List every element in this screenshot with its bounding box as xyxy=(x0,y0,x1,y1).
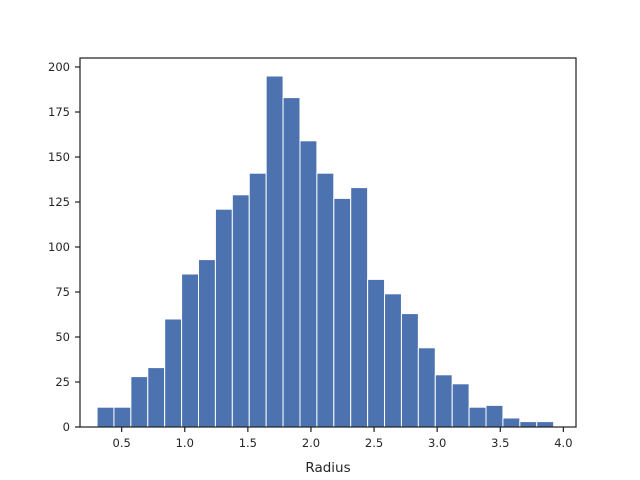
histogram-bar xyxy=(299,140,318,428)
histogram-bar xyxy=(417,347,436,428)
histogram-bar xyxy=(485,404,504,428)
histogram-bar xyxy=(367,278,386,428)
histogram-bar xyxy=(282,97,301,428)
x-axis-label: Radius xyxy=(305,460,350,476)
histogram-bar xyxy=(333,197,352,428)
histogram-bar xyxy=(214,208,233,428)
y-tick-label: 200 xyxy=(48,60,70,74)
histogram-bar xyxy=(96,406,115,428)
y-tick-label: 125 xyxy=(48,195,70,209)
x-tick-label: 1.5 xyxy=(239,436,257,450)
y-tick-label: 0 xyxy=(63,420,70,434)
histogram-bar xyxy=(536,421,555,428)
y-tick-label: 75 xyxy=(55,285,70,299)
histogram-bars xyxy=(96,75,555,428)
histogram-bar xyxy=(130,376,149,428)
x-tick-label: 2.5 xyxy=(365,436,383,450)
histogram-bar xyxy=(384,293,402,428)
histogram-bar xyxy=(198,259,216,428)
histogram-bar xyxy=(113,406,132,428)
histogram-bar xyxy=(350,187,369,428)
y-tick-label: 25 xyxy=(55,375,70,389)
y-axis-ticks: 0 25 50 75 100 125 150 175 200 xyxy=(48,60,80,434)
y-tick-label: 50 xyxy=(55,330,70,344)
histogram-bar xyxy=(400,313,419,428)
x-axis-ticks: 0.5 1.0 1.5 2.0 2.5 3.0 3.5 4.0 xyxy=(113,427,573,450)
histogram-bar xyxy=(519,421,538,428)
x-tick-label: 0.5 xyxy=(113,436,131,450)
histogram-bar xyxy=(164,318,183,428)
y-tick-label: 150 xyxy=(48,150,70,164)
x-tick-label: 3.5 xyxy=(491,436,509,450)
histogram-bar xyxy=(231,194,250,428)
histogram-bar xyxy=(502,417,521,428)
y-tick-label: 175 xyxy=(48,105,70,119)
y-tick-label: 100 xyxy=(48,240,70,254)
histogram-bar xyxy=(468,406,487,428)
histogram-bar xyxy=(248,172,267,428)
plot-frame xyxy=(79,57,577,428)
x-tick-label: 1.0 xyxy=(176,436,194,450)
histogram-bar xyxy=(451,383,470,428)
histogram-bar xyxy=(265,75,284,428)
x-tick-label: 3.0 xyxy=(428,436,446,450)
histogram-bar xyxy=(147,367,166,428)
histogram-bar xyxy=(181,273,200,428)
histogram-bar xyxy=(434,374,453,428)
x-tick-label: 2.0 xyxy=(302,436,320,450)
x-tick-label: 4.0 xyxy=(554,436,572,450)
histogram-bar xyxy=(316,172,335,428)
